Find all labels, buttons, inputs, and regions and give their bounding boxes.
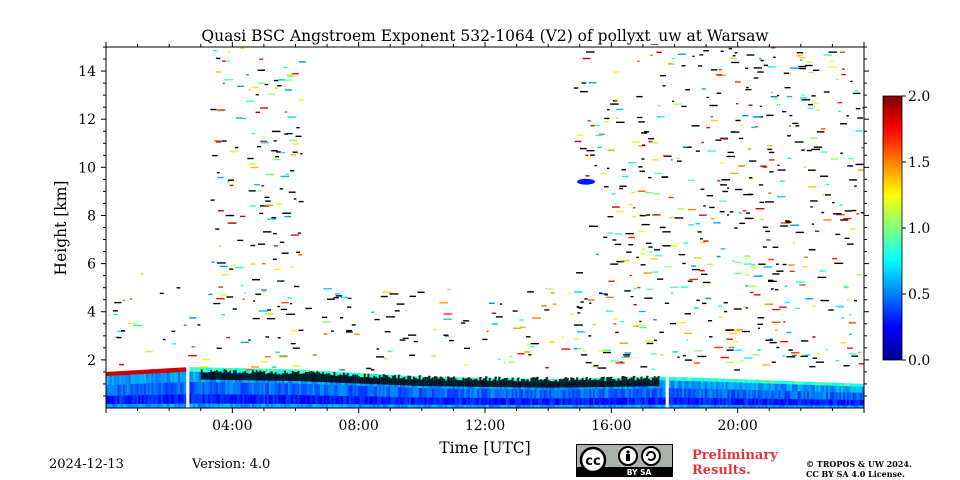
y-axis: 2 4 6 8 10 12 14 xyxy=(78,46,869,397)
copyright-notice: © TROPOS & UW 2024. CC BY SA 4.0 License… xyxy=(806,459,912,479)
x-tick-label: 20:00 xyxy=(717,418,757,434)
colorbar xyxy=(882,95,903,361)
y-tick-label: 4 xyxy=(87,305,96,321)
cc-badge-text: BY SA xyxy=(627,468,652,476)
chart-title: Quasi BSC Angstroem Exponent 532-1064 (V… xyxy=(201,27,769,45)
copyright-line-2: CC BY SA 4.0 License. xyxy=(806,469,905,479)
x-tick-label: 08:00 xyxy=(338,418,378,434)
footer-version: Version: 4.0 xyxy=(192,457,271,472)
footer-date: 2024-12-13 xyxy=(49,457,124,472)
colorbar-tick-label: 0.5 xyxy=(908,287,930,303)
x-axis-label: Time [UTC] xyxy=(439,439,530,457)
colorbar-tick-label: 1.5 xyxy=(908,155,930,171)
cc-icon xyxy=(579,446,607,474)
plot-frame xyxy=(105,46,865,409)
y-axis-label: Height [km] xyxy=(52,181,70,276)
x-tick-label: 16:00 xyxy=(591,418,631,434)
cc-license-badge: cc BY SA xyxy=(576,444,673,477)
y-tick-label: 14 xyxy=(78,64,96,80)
sa-icon xyxy=(641,446,661,466)
colorbar-tick-label: 1.0 xyxy=(908,221,930,237)
y-tick-label: 10 xyxy=(78,160,96,176)
y-tick-label: 6 xyxy=(87,257,96,273)
colorbar-tick-label: 0.0 xyxy=(908,353,930,369)
copyright-line-1: © TROPOS & UW 2024. xyxy=(806,459,912,469)
svg-text:cc: cc xyxy=(585,454,600,469)
colorbar-tick-label: 2.0 xyxy=(908,89,930,105)
x-axis: 04:00 08:00 12:00 16:00 20:00 xyxy=(105,42,865,434)
y-tick-label: 2 xyxy=(87,353,96,369)
colorbar-ticks: 0.0 0.5 1.0 1.5 2.0 xyxy=(902,89,930,369)
y-tick-label: 12 xyxy=(78,112,96,128)
preliminary-results-label: Preliminary Results. xyxy=(692,448,778,478)
x-tick-label: 12:00 xyxy=(465,418,505,434)
x-tick-label: 04:00 xyxy=(212,418,252,434)
y-tick-label: 8 xyxy=(87,208,96,224)
plot-area xyxy=(106,47,864,408)
